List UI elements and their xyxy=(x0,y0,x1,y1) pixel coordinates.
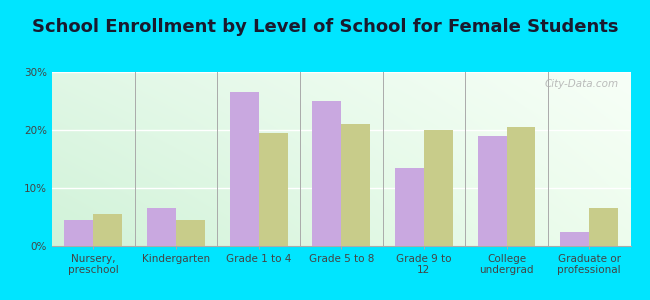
Bar xyxy=(424,130,453,246)
Bar xyxy=(94,214,122,246)
Bar xyxy=(176,220,205,246)
Bar xyxy=(64,220,94,246)
Text: School Enrollment by Level of School for Female Students: School Enrollment by Level of School for… xyxy=(32,18,618,36)
Text: City-Data.com: City-Data.com xyxy=(545,79,619,89)
Bar xyxy=(312,101,341,246)
Bar xyxy=(341,124,370,246)
Bar xyxy=(589,208,618,246)
Bar xyxy=(147,208,176,246)
Bar xyxy=(395,168,424,246)
Bar xyxy=(229,92,259,246)
Bar xyxy=(259,133,287,246)
Bar xyxy=(560,232,589,246)
Bar xyxy=(478,136,506,246)
Bar xyxy=(506,127,536,246)
